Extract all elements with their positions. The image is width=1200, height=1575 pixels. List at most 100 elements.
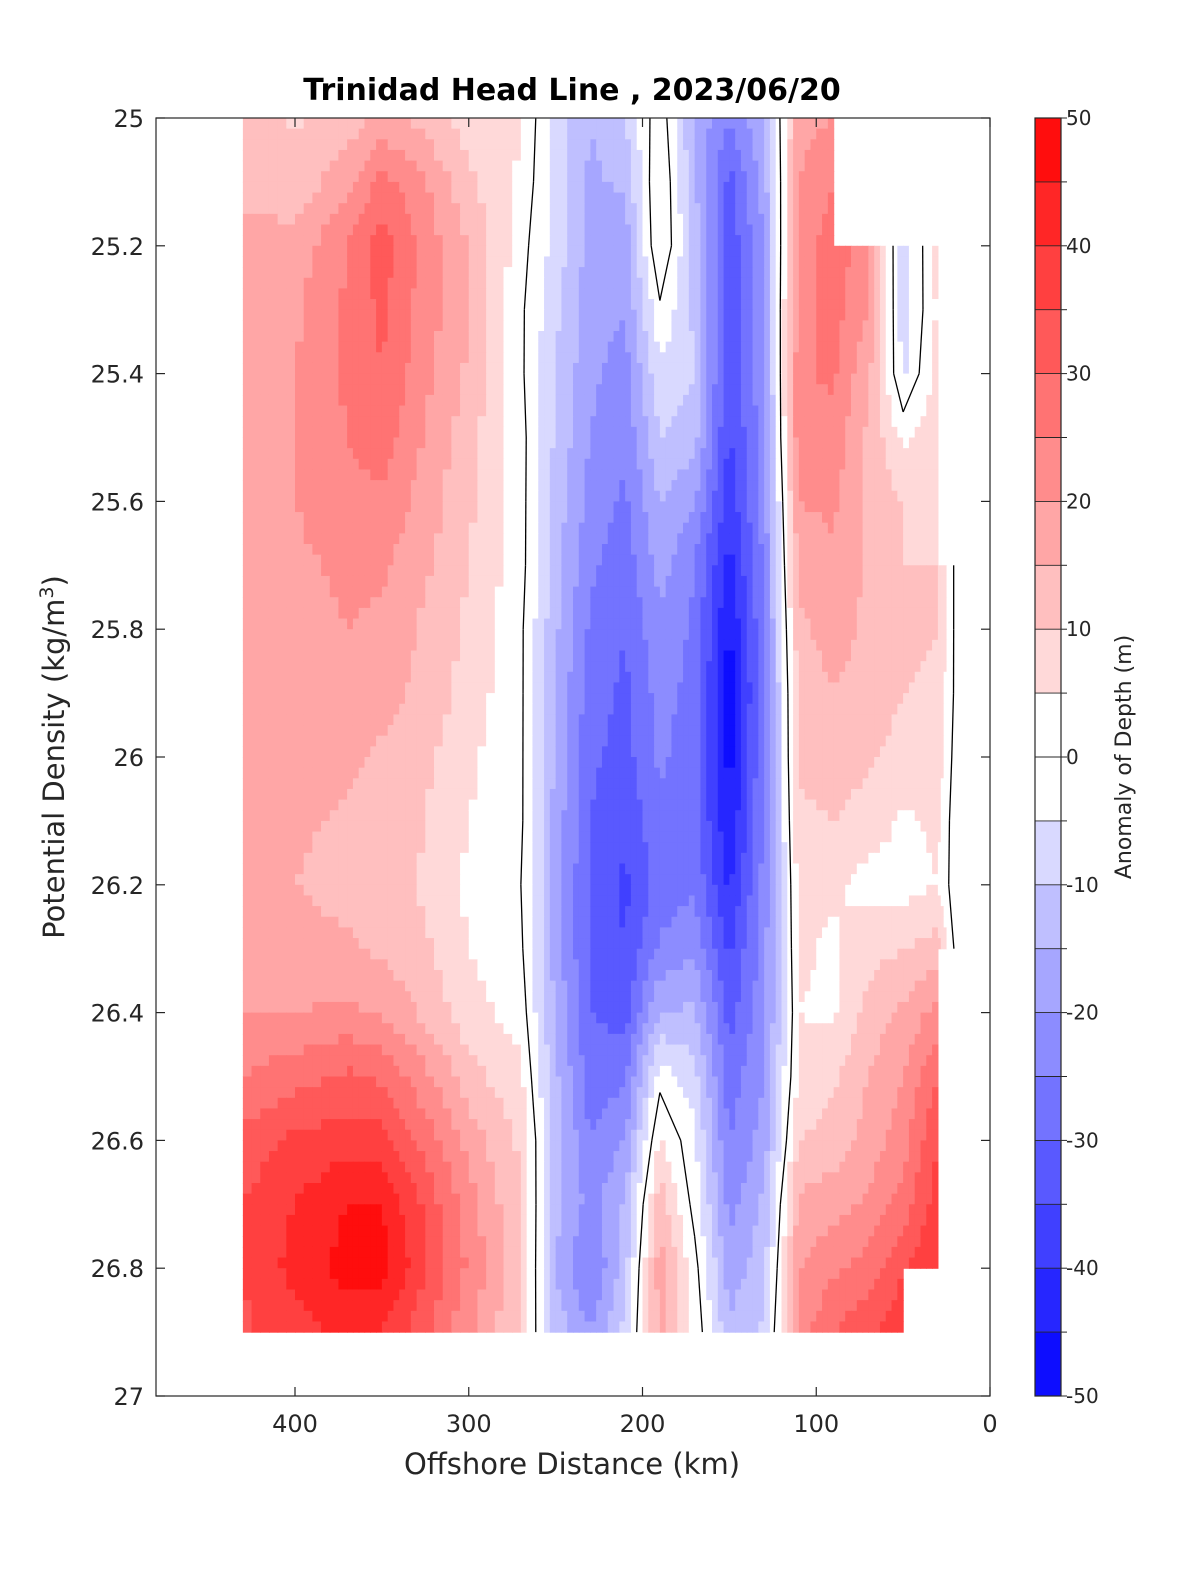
contour-cell: [903, 522, 910, 534]
contour-cell: [903, 373, 910, 385]
contour-cell: [260, 149, 270, 162]
contour-cell: [908, 309, 916, 321]
contour-cell: [295, 565, 305, 577]
contour-cell: [648, 373, 655, 385]
contour-cell: [659, 341, 667, 353]
contour-cell: [712, 458, 719, 471]
contour-cell: [434, 618, 444, 630]
contour-cell: [932, 501, 939, 513]
contour-cell: [625, 128, 632, 140]
contour-cell: [416, 373, 426, 385]
contour-cell: [364, 299, 371, 311]
contour-cell: [364, 597, 371, 609]
contour-cell: [729, 139, 736, 151]
contour-cell: [387, 171, 395, 183]
contour-cell: [717, 575, 725, 588]
contour-cell: [370, 373, 377, 385]
contour-cell: [451, 235, 461, 247]
contour-cell: [451, 320, 461, 332]
contour-cell: [549, 554, 557, 566]
contour-cell: [723, 544, 730, 556]
contour-cell: [879, 469, 887, 481]
contour-cell: [329, 426, 340, 439]
contour-cell: [746, 575, 754, 588]
contour-cell: [393, 299, 400, 311]
contour-cell: [399, 181, 406, 194]
contour-cell: [549, 288, 557, 300]
contour-cell: [723, 128, 730, 140]
contour-cell: [399, 192, 406, 204]
contour-cell: [251, 267, 261, 279]
contour-cell: [798, 181, 806, 194]
contour-cell: [596, 469, 603, 481]
contour-cell: [434, 512, 444, 524]
contour-cell: [764, 533, 771, 545]
contour-cell: [520, 554, 528, 566]
contour-cell: [312, 309, 322, 321]
contour-cell: [822, 235, 829, 247]
contour-cell: [410, 618, 418, 630]
contour-cell: [700, 203, 707, 215]
contour-cell: [793, 341, 800, 353]
contour-cell: [688, 149, 696, 162]
contour-cell: [781, 373, 788, 385]
contour-cell: [654, 224, 661, 236]
contour-cell: [659, 618, 667, 630]
contour-cell: [567, 192, 574, 204]
contour-cell: [833, 352, 841, 364]
contour-cell: [451, 299, 461, 311]
contour-cell: [613, 245, 620, 258]
contour-cell: [908, 469, 916, 481]
contour-cell: [416, 341, 426, 353]
contour-cell: [769, 490, 777, 502]
contour-cell: [460, 128, 470, 140]
contour-cell: [781, 149, 788, 162]
contour-cell: [752, 426, 759, 439]
contour-cell: [584, 118, 591, 130]
contour-cell: [329, 448, 340, 460]
contour-cell: [874, 586, 881, 598]
contour-cell: [729, 299, 736, 311]
contour-cell: [793, 522, 800, 534]
contour-cell: [295, 522, 305, 534]
contour-cell: [758, 405, 765, 417]
contour-cell: [712, 213, 719, 226]
contour-cell: [596, 341, 603, 353]
contour-cell: [764, 597, 771, 609]
contour-cell: [399, 128, 406, 140]
contour-cell: [630, 181, 638, 194]
contour-cell: [717, 213, 725, 226]
contour-cell: [567, 405, 574, 417]
contour-cell: [434, 256, 444, 268]
contour-cell: [903, 362, 910, 375]
contour-cell: [451, 480, 461, 492]
contour-cell: [793, 448, 800, 460]
contour-cell: [573, 575, 580, 588]
contour-cell: [903, 341, 910, 353]
contour-cell: [321, 501, 331, 513]
contour-cell: [451, 171, 461, 183]
contour-cell: [845, 437, 852, 449]
contour-cell: [630, 607, 638, 620]
contour-cell: [549, 405, 557, 417]
contour-cell: [758, 480, 765, 492]
contour-cell: [758, 277, 765, 289]
contour-cell: [851, 256, 858, 268]
contour-cell: [833, 384, 841, 396]
contour-cell: [793, 362, 800, 375]
contour-cell: [321, 426, 331, 439]
contour-cell: [793, 139, 800, 151]
contour-cell: [758, 458, 765, 471]
contour-cell: [793, 309, 800, 321]
contour-cell: [460, 458, 470, 471]
contour-cell: [868, 490, 875, 502]
contour-cell: [793, 575, 800, 588]
contour-cell: [434, 586, 444, 598]
contour-cell: [277, 203, 287, 215]
contour-cell: [260, 245, 270, 258]
contour-cell: [659, 448, 667, 460]
contour-cell: [868, 501, 875, 513]
contour-cell: [862, 341, 869, 353]
contour-cell: [442, 118, 452, 130]
contour-cell: [381, 362, 389, 375]
